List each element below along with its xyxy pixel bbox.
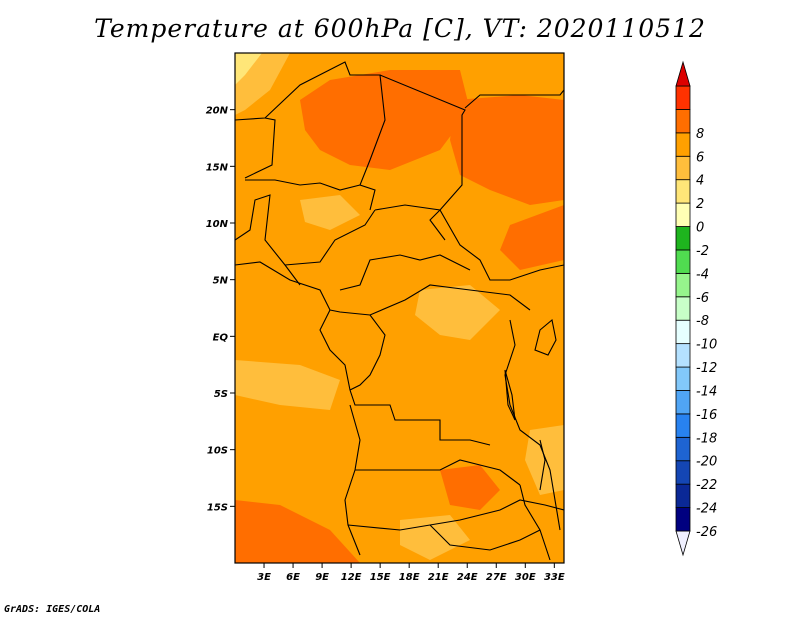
legend-label: -12 [696, 361, 717, 376]
legend-label: -6 [696, 291, 709, 306]
lat-tick-label: 10N [206, 219, 229, 230]
legend-swatch [675, 226, 691, 251]
legend-label: -10 [696, 338, 717, 353]
legend-swatch [675, 319, 691, 345]
legend-swatch [675, 272, 691, 298]
legend-swatch [675, 179, 691, 204]
legend-swatch [675, 436, 691, 462]
legend-label: 2 [696, 197, 704, 212]
map-frame [234, 52, 565, 564]
lat-tick-label: 10S [207, 446, 228, 457]
legend-swatch [675, 249, 691, 274]
legend-label: -18 [696, 431, 717, 446]
legend-label: -26 [696, 525, 717, 540]
lat-tick-label: 15N [206, 162, 229, 173]
legend-swatch [675, 155, 691, 181]
lon-tick-label: 18E [399, 572, 420, 583]
temperature-field [235, 53, 564, 563]
lat-tick-label: 15S [207, 502, 228, 513]
lat-tick-label: 5S [214, 389, 228, 400]
axis-ticks: 20N 15N 10N 5N EQ 5S 10S 15S 3E 6E 9E 12E 15E 18E 21E 2… [206, 106, 565, 583]
legend-swatch [675, 366, 691, 391]
legend-label: -16 [696, 408, 717, 423]
lon-tick-label: 33E [544, 572, 565, 583]
lon-tick-label: 15E [370, 572, 391, 583]
legend-label: -2 [696, 244, 709, 259]
legend-label: 4 [696, 174, 704, 189]
legend-label: -24 [696, 502, 717, 517]
legend-label: -22 [696, 478, 717, 493]
lat-tick-label: 20N [206, 106, 229, 117]
grads-credit: GrADS: IGES/COLA [4, 604, 101, 615]
legend-swatch [675, 507, 691, 532]
legend-swatch [675, 390, 691, 415]
lat-tick-label: 5N [213, 276, 229, 287]
legend-swatch [675, 483, 691, 508]
lon-tick-label: 12E [341, 572, 362, 583]
lat-tick-label: EQ [213, 332, 229, 343]
lon-tick-label: 3E [257, 572, 271, 583]
legend-label: -20 [696, 455, 717, 470]
legend-swatch [675, 85, 691, 110]
country-borders [235, 61, 564, 561]
lon-tick-label: 6E [286, 572, 300, 583]
legend-arrow-low [675, 530, 691, 557]
legend-swatch [675, 413, 691, 438]
legend-swatch [675, 202, 691, 227]
legend-swatch [675, 109, 691, 134]
legend-swatch [675, 460, 691, 485]
legend-label: 6 [696, 150, 704, 165]
legend-label: 8 [696, 127, 704, 142]
lon-tick-label: 30E [515, 572, 536, 583]
legend-swatch [675, 296, 691, 321]
legend-swatch [675, 132, 691, 157]
legend-swatch [675, 343, 691, 368]
legend-label: 0 [696, 221, 704, 236]
legend-arrow-high [675, 60, 691, 87]
legend-label: -4 [696, 267, 709, 282]
legend-label: -8 [696, 314, 709, 329]
lon-tick-label: 27E [486, 572, 507, 583]
lon-tick-label: 21E [428, 572, 449, 583]
map-title: Temperature at 600hPa [C], VT: 202011051… [94, 14, 706, 43]
lon-tick-label: 24E [457, 572, 478, 583]
legend-label: -14 [696, 384, 717, 399]
lon-tick-label: 9E [315, 572, 329, 583]
